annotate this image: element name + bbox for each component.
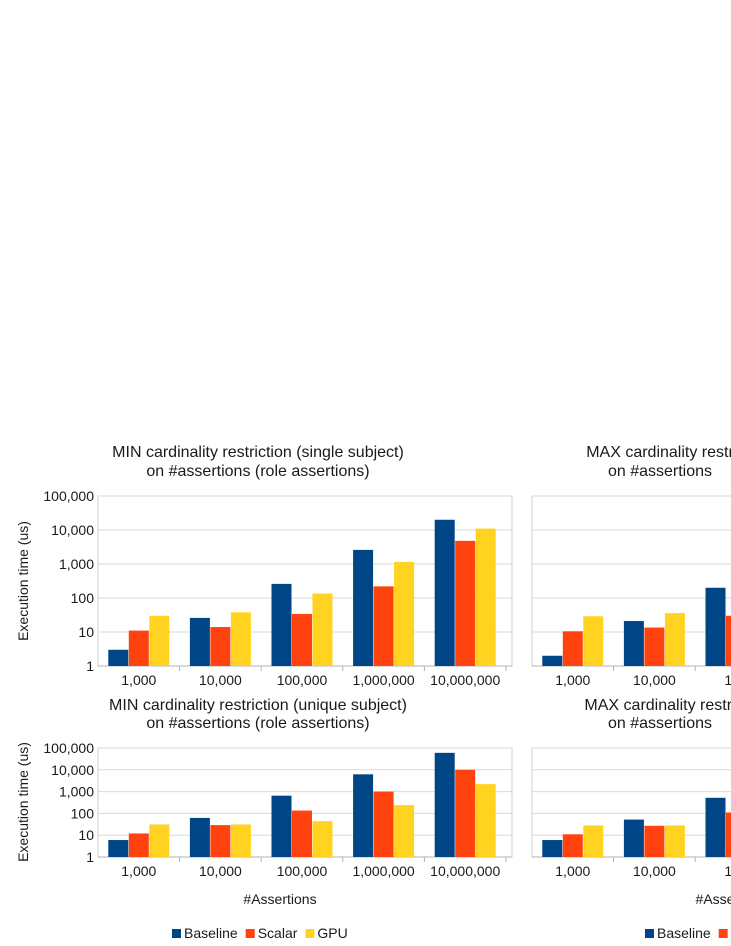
bar-top-left-scalar-2 [292, 613, 312, 666]
bar-bottom-left-baseline-1 [189, 817, 210, 857]
bar-bottom-right-gpu-0 [583, 825, 604, 857]
y-tick-label-top-left: 1 [86, 658, 94, 674]
bar-bottom-left-gpu-2 [312, 821, 333, 857]
legend-swatch-right-baseline [645, 929, 654, 938]
y-tick-label-bottom-left: 100,000 [43, 740, 94, 756]
bar-top-left-gpu-1 [230, 612, 251, 666]
x-tick-label-top-left: 10,000,000 [430, 672, 500, 688]
chart-title-bottom-right-line-2: on #assertions [608, 715, 712, 732]
y-tick-label-bottom-left: 1 [86, 849, 94, 865]
y-tick-label-bottom-left: 10 [78, 827, 94, 843]
x-tick-label-bottom-right: 1,000 [555, 863, 590, 879]
x-tick-label-top-right: 1,000 [555, 672, 590, 688]
legend-swatch-baseline [172, 929, 181, 938]
x-tick-label-top-left: 100,000 [277, 672, 328, 688]
x-tick-label-top-left: 1,000 [121, 672, 156, 688]
chart-title-bottom-left-line-1: MIN cardinality restriction (unique subj… [109, 697, 407, 714]
bar-top-left-baseline-3 [353, 549, 374, 666]
bar-top-left-baseline-4 [434, 519, 455, 666]
y-tick-label-top-left: 10,000 [51, 522, 94, 538]
bar-bottom-left-scalar-3 [373, 791, 394, 857]
bar-top-left-baseline-1 [189, 617, 210, 666]
y-tick-label-top-left: 100 [71, 590, 95, 606]
bar-bottom-right-scalar-2 [726, 812, 731, 857]
bar-bottom-left-gpu-4 [475, 784, 496, 857]
bar-bottom-right-baseline-2 [705, 797, 726, 857]
bar-top-left-baseline-2 [271, 583, 292, 666]
chart-title-top-left-line-1: MIN cardinality restriction (single subj… [112, 444, 404, 461]
y-tick-label-top-left: 100,000 [43, 488, 94, 504]
chart-title-top-right-line-2: on #assertions [608, 463, 712, 480]
bar-top-right-gpu-1 [664, 613, 685, 666]
x-tick-label-bottom-left: 100,000 [277, 863, 328, 879]
bar-bottom-left-baseline-4 [434, 752, 455, 857]
bar-top-left-scalar-0 [128, 630, 149, 666]
legend-swatch-right-scalar [718, 929, 728, 938]
bar-top-left-scalar-3 [373, 586, 394, 666]
chart-title-top-right-line-1: MAX cardinality restr [586, 444, 731, 461]
x-axis-label-right: #Asse [696, 891, 731, 907]
x-tick-label-top-left: 10,000 [199, 672, 242, 688]
x-tick-label-bottom-left: 1,000,000 [352, 863, 414, 879]
chart-title-bottom-left-line-2: on #assertions (role assertions) [146, 715, 369, 732]
legend-label-right-baseline: Baseline [657, 925, 711, 941]
bar-top-right-baseline-2 [705, 587, 726, 666]
chart-title-top-left-line-2: on #assertions (role assertions) [146, 463, 369, 480]
bar-bottom-left-baseline-2 [271, 795, 292, 857]
bar-top-left-gpu-3 [394, 561, 415, 666]
y-tick-label-bottom-left: 1,000 [59, 784, 94, 800]
x-tick-label-bottom-right: 10,000 [633, 863, 676, 879]
x-axis-label-left: #Assertions [243, 891, 316, 907]
bar-bottom-right-gpu-1 [664, 825, 685, 857]
bar-bottom-right-scalar-1 [644, 825, 665, 857]
x-tick-label-bottom-right: 100 [724, 863, 731, 879]
bar-bottom-right-baseline-0 [542, 840, 563, 857]
legend-swatch-scalar [245, 929, 255, 938]
bar-top-right-baseline-0 [542, 655, 563, 666]
legend-swatch-gpu [305, 929, 315, 938]
bar-bottom-left-baseline-3 [353, 774, 374, 857]
bar-bottom-right-baseline-1 [623, 819, 644, 857]
bar-bottom-left-scalar-0 [128, 833, 149, 857]
legend-label-baseline: Baseline [184, 925, 238, 941]
x-tick-label-bottom-left: 1,000 [121, 863, 156, 879]
bar-top-right-scalar-2 [726, 615, 731, 666]
x-tick-label-top-right: 10,000 [633, 672, 676, 688]
bar-bottom-right-scalar-0 [562, 834, 583, 857]
bar-top-right-scalar-1 [644, 627, 665, 666]
bar-bottom-left-gpu-0 [149, 824, 170, 857]
bar-top-left-gpu-2 [312, 593, 333, 666]
chart-title-bottom-right-line-1: MAX cardinality restri [584, 697, 731, 714]
y-tick-label-bottom-left: 100 [71, 805, 95, 821]
bar-top-left-gpu-0 [149, 615, 170, 666]
legend-label-gpu: GPU [317, 925, 347, 941]
bar-top-left-scalar-4 [455, 540, 476, 666]
x-tick-label-top-right: 100 [724, 672, 731, 688]
bar-bottom-left-scalar-4 [455, 769, 476, 857]
bar-bottom-left-scalar-2 [292, 810, 312, 857]
y-axis-label-top: Execution time (us) [15, 521, 31, 641]
y-tick-label-bottom-left: 10,000 [51, 762, 94, 778]
y-tick-label-top-left: 10 [78, 624, 94, 640]
bar-bottom-left-baseline-0 [108, 840, 129, 857]
bar-bottom-left-scalar-1 [210, 825, 231, 857]
bar-bottom-left-gpu-3 [394, 805, 415, 857]
x-tick-label-bottom-left: 10,000,000 [430, 863, 500, 879]
bar-top-right-scalar-0 [562, 631, 583, 666]
y-tick-label-top-left: 1,000 [59, 556, 94, 572]
bar-top-left-scalar-1 [210, 627, 231, 666]
bar-top-right-gpu-0 [583, 616, 604, 666]
bar-bottom-left-gpu-1 [230, 824, 251, 857]
y-axis-label-bottom: Execution time (us) [15, 742, 31, 862]
x-tick-label-top-left: 1,000,000 [352, 672, 414, 688]
legend-label-scalar: Scalar [258, 925, 298, 941]
bar-top-right-baseline-1 [623, 621, 644, 666]
x-tick-label-bottom-left: 10,000 [199, 863, 242, 879]
bar-top-left-baseline-0 [108, 649, 129, 666]
bar-top-left-gpu-4 [475, 528, 496, 666]
